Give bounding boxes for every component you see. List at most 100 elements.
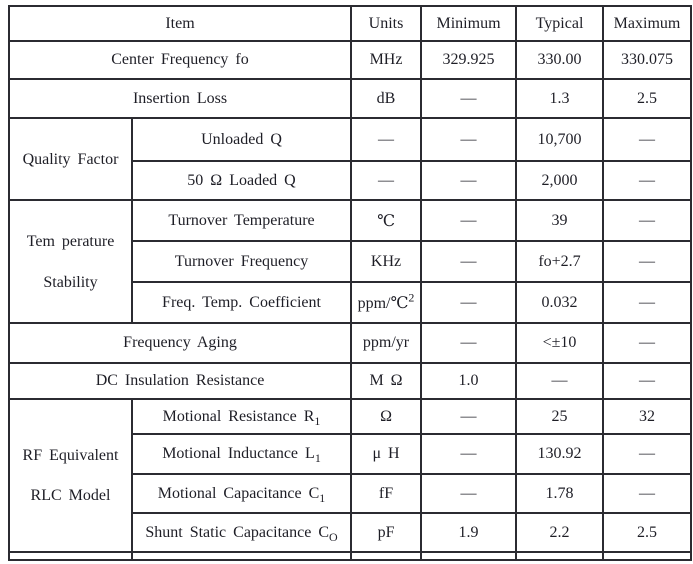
cell-typical: fo+2.7	[515, 240, 605, 283]
cell-units: pF	[350, 512, 423, 553]
cell-minimum: 1.0	[420, 362, 518, 400]
cell-units: μ H	[350, 433, 423, 475]
cell-maximum: —	[602, 160, 693, 201]
cell-units: M Ω	[350, 362, 423, 400]
cell-item: Center Frequency fo	[7, 40, 353, 80]
cell-item: Turnover Temperature	[130, 199, 353, 242]
table-row: Motional Capacitance C1 fF — 1.78 —	[9, 473, 693, 514]
group-label-line1: Tem perature	[26, 232, 115, 250]
cell-maximum: 330.075	[602, 40, 693, 80]
cell-minimum: —	[420, 281, 518, 324]
cell-item: Turnover Frequency	[130, 240, 353, 283]
cell-units: fF	[350, 473, 423, 514]
cell-typical: 2.2	[515, 512, 605, 553]
cell-maximum: —	[602, 473, 693, 514]
cell-maximum: 32	[602, 398, 693, 435]
empty-cell	[130, 551, 353, 561]
cell-minimum: 1.9	[420, 512, 518, 553]
cell-typical: 10,700	[515, 117, 605, 162]
cell-item: Frequency Aging	[7, 322, 353, 364]
cell-typical: 25	[515, 398, 605, 435]
cell-maximum: —	[602, 433, 693, 475]
header-row: Item Units Minimum Typical Maximum	[7, 5, 693, 42]
table-row: Frequency Aging ppm/yr — <±10 —	[7, 322, 693, 364]
table-row: Center Frequency fo MHz 329.925 330.00 3…	[7, 40, 693, 80]
cell-item: Motional Inductance L1	[130, 433, 353, 475]
cell-item: Motional Capacitance C1	[130, 473, 353, 514]
col-header-maximum: Maximum	[602, 5, 693, 42]
table-row: Freq. Temp. Coefficient ppm/℃2 — 0.032 —	[9, 281, 693, 324]
cell-typical: 2,000	[515, 160, 605, 201]
cell-maximum: —	[602, 362, 693, 400]
cell-item: Insertion Loss	[7, 78, 353, 119]
cell-maximum: 2.5	[602, 512, 693, 553]
group-label: Quality Factor	[22, 150, 119, 168]
cell-minimum: 329.925	[420, 40, 518, 80]
cell-item: Motional Resistance R1	[130, 398, 353, 435]
cell-maximum: —	[602, 281, 693, 324]
cell-maximum: —	[602, 240, 693, 283]
cell-units: KHz	[350, 240, 423, 283]
cell-item: DC Insulation Resistance	[7, 362, 353, 400]
cell-typical: —	[515, 362, 605, 400]
cell-typical: <±10	[515, 322, 605, 364]
cell-units: dB	[350, 78, 423, 119]
table-row: Tem perature Stability Turnover Temperat…	[8, 199, 693, 324]
empty-cell	[420, 551, 518, 561]
col-header-minimum: Minimum	[420, 5, 518, 42]
group-cell-rf-equivalent-rlc-model: RF Equivalent RLC Model	[8, 398, 133, 553]
cell-item: Unloaded Q	[130, 117, 353, 162]
cell-minimum: —	[420, 473, 518, 514]
spec-table: Item Units Minimum Typical Maximum Cente…	[7, 5, 693, 561]
table-row: Insertion Loss dB — 1.3 2.5	[7, 78, 693, 119]
cell-units: ppm/℃2	[350, 281, 423, 324]
cell-typical: 0.032	[515, 281, 605, 324]
group-label-line1: RF Equivalent	[22, 446, 119, 464]
empty-cell	[515, 551, 605, 561]
cell-maximum: —	[602, 199, 693, 242]
cell-minimum: —	[420, 398, 518, 435]
cell-maximum: 2.5	[602, 78, 693, 119]
cell-units: —	[350, 117, 423, 162]
cell-minimum: —	[420, 433, 518, 475]
empty-cell	[8, 551, 133, 561]
cell-typical: 39	[515, 199, 605, 242]
cell-item: 50 Ω Loaded Q	[130, 160, 353, 201]
table-row: 50 Ω Loaded Q — — 2,000 —	[9, 160, 693, 201]
col-header-typical: Typical	[515, 5, 605, 42]
cell-units: —	[350, 160, 423, 201]
partial-cutoff-row	[8, 551, 693, 561]
group-label-line2: Stability	[43, 273, 98, 291]
table-row: Quality Factor Unloaded Q — — 10,700 —	[8, 117, 693, 201]
group-label-line2: RLC Model	[30, 486, 111, 504]
cell-item: Shunt Static Capacitance CO	[130, 512, 353, 553]
cell-maximum: —	[602, 322, 693, 364]
table-row: Motional Inductance L1 μ H — 130.92 —	[9, 433, 693, 475]
col-header-item: Item	[7, 5, 353, 42]
empty-cell	[350, 551, 423, 561]
cell-maximum: —	[602, 117, 693, 162]
cell-minimum: —	[420, 240, 518, 283]
cell-minimum: —	[420, 117, 518, 162]
group-cell-temperature-stability: Tem perature Stability	[8, 199, 133, 324]
table-row: Shunt Static Capacitance CO pF 1.9 2.2 2…	[9, 512, 693, 553]
cell-units: Ω	[350, 398, 423, 435]
table-row: RF Equivalent RLC Model Motional Resista…	[8, 398, 693, 553]
cell-units: ℃	[350, 199, 423, 242]
cell-minimum: —	[420, 78, 518, 119]
cell-item: Freq. Temp. Coefficient	[130, 281, 353, 324]
cell-typical: 1.78	[515, 473, 605, 514]
cell-typical: 330.00	[515, 40, 605, 80]
cell-typical: 130.92	[515, 433, 605, 475]
cell-units: ppm/yr	[350, 322, 423, 364]
cell-minimum: —	[420, 199, 518, 242]
cell-typical: 1.3	[515, 78, 605, 119]
cell-minimum: —	[420, 160, 518, 201]
table-row: DC Insulation Resistance M Ω 1.0 — —	[7, 362, 693, 400]
table-row: Turnover Frequency KHz — fo+2.7 —	[9, 240, 693, 283]
group-cell-quality-factor: Quality Factor	[8, 117, 133, 201]
empty-cell	[602, 551, 693, 561]
cell-minimum: —	[420, 322, 518, 364]
cell-units: MHz	[350, 40, 423, 80]
